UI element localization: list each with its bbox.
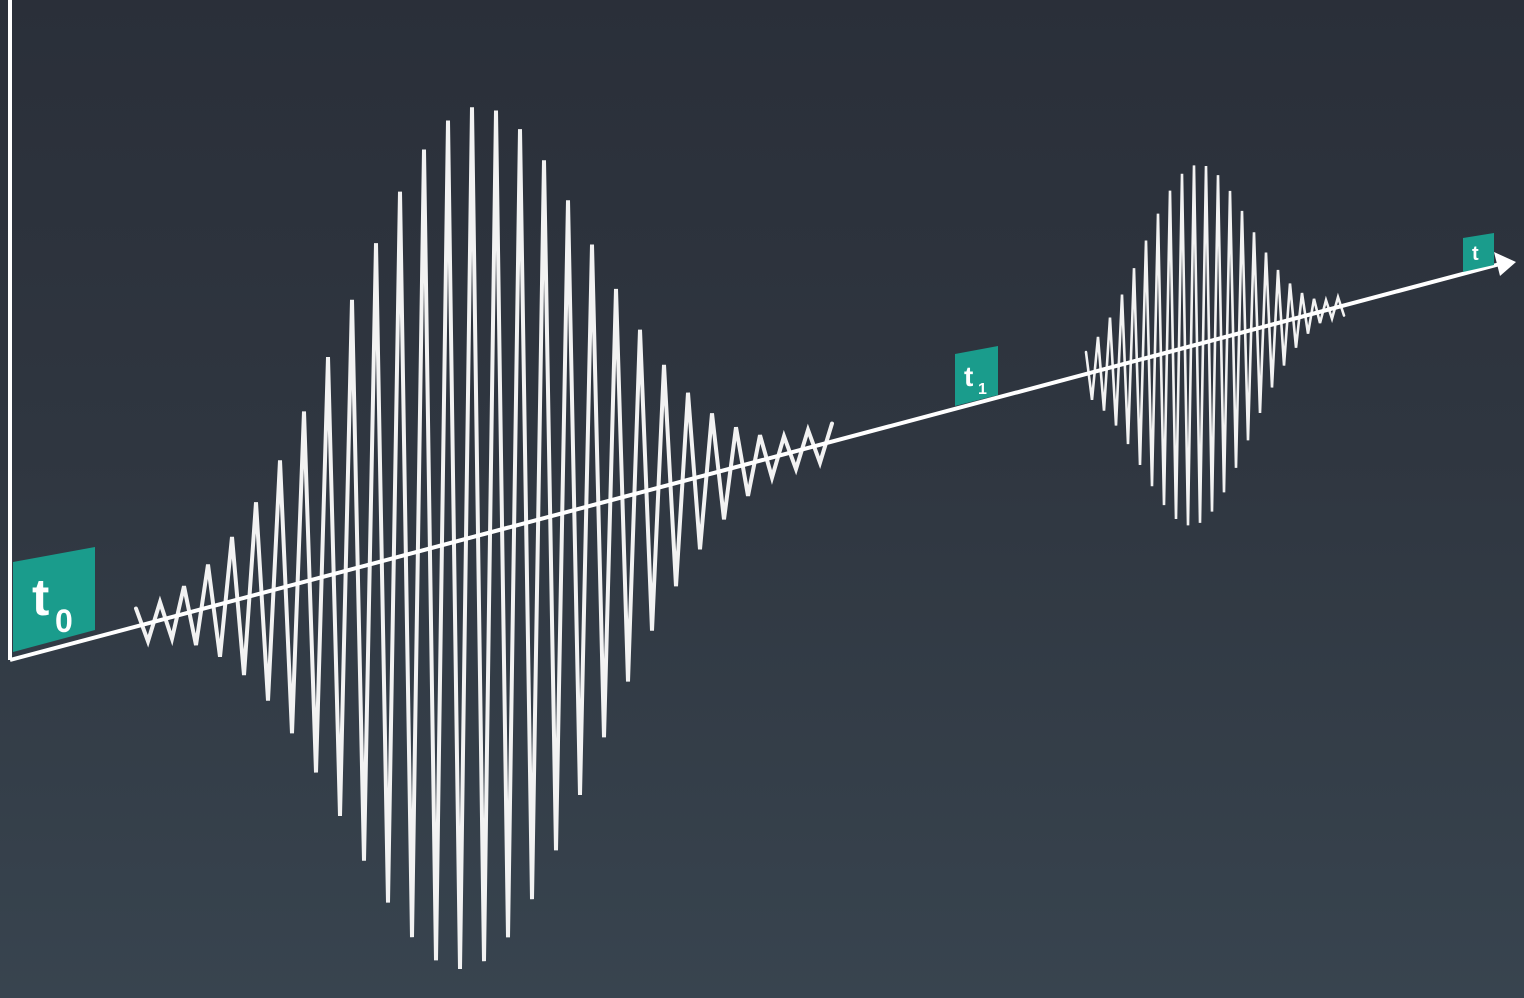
label-t0-subscript: 0 [55, 603, 73, 639]
label-axis-end-letter: t [1472, 243, 1479, 265]
label-t0: t 0 [13, 547, 95, 652]
small-wave-packet [1084, 165, 1346, 526]
label-t0-letter: t [32, 569, 49, 627]
label-axis-end: t [1463, 233, 1494, 272]
time-axis [9, 262, 1501, 662]
time-axis-arrowhead [1494, 252, 1516, 276]
label-t0-box [13, 547, 95, 652]
label-t1-subscript: 1 [978, 381, 987, 398]
label-t1-box [955, 346, 998, 406]
label-t1: t 1 [955, 346, 998, 406]
large-wave-packet [134, 107, 834, 970]
label-axis-end-box [1463, 233, 1494, 272]
label-t1-letter: t [964, 361, 973, 392]
